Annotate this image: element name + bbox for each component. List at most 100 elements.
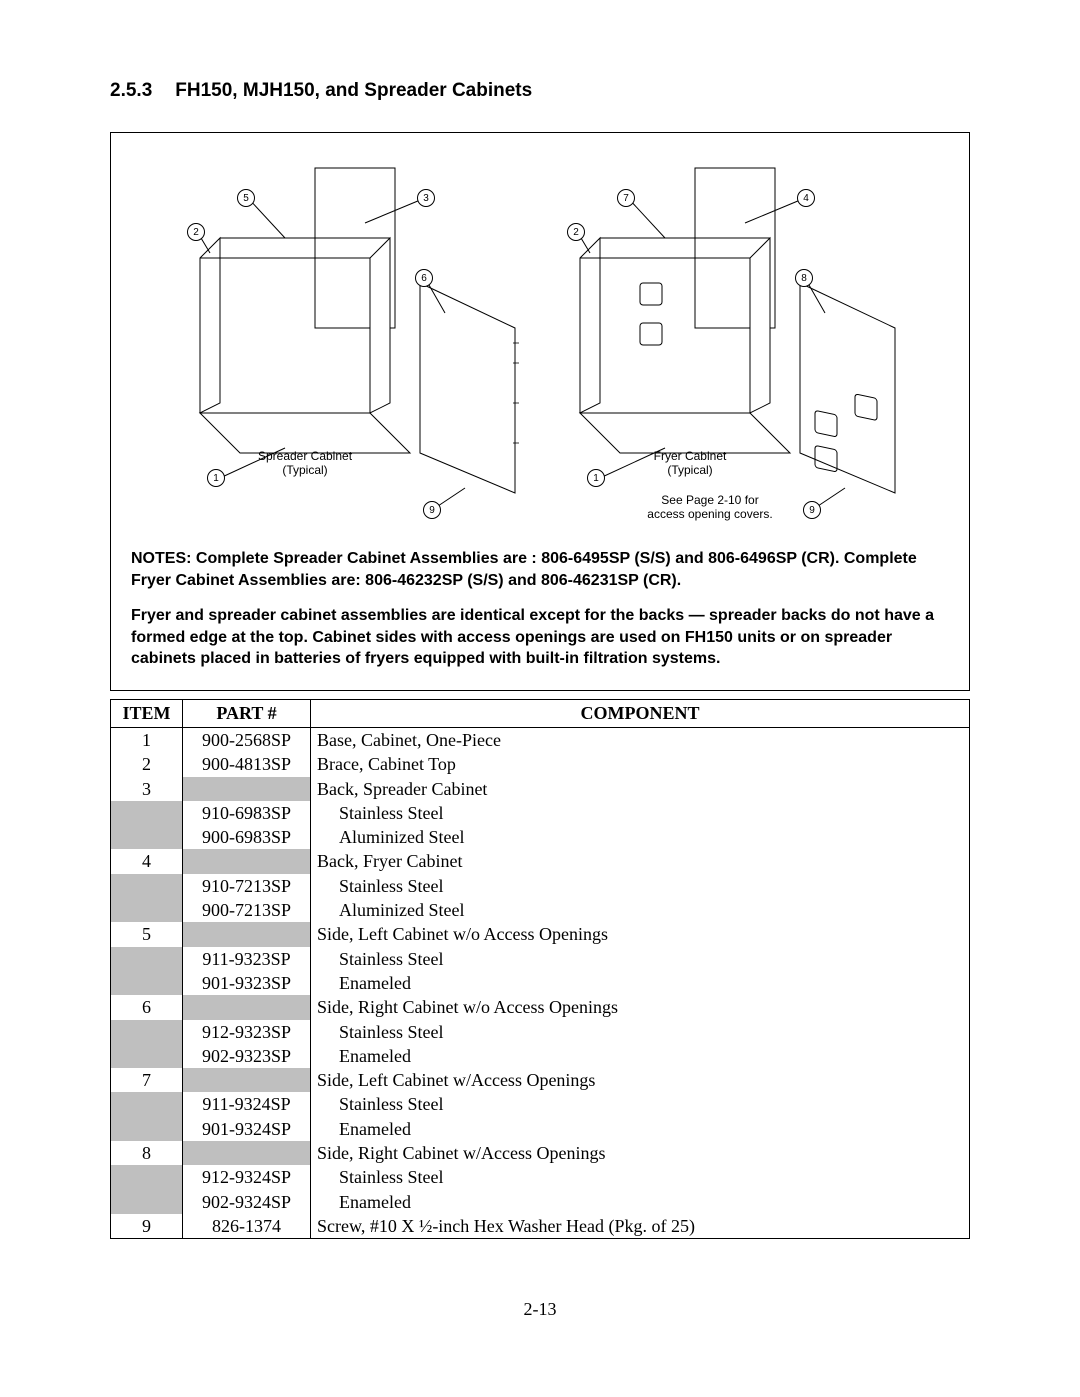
cell-component: Aluminized Steel [311,898,970,922]
table-row: 902-9323SPEnameled [111,1044,970,1068]
table-row: 2900-4813SPBrace, Cabinet Top [111,752,970,776]
callout-1r: 1 [587,469,605,487]
cell-part: 901-9324SP [183,1117,311,1141]
cell-item: 1 [111,727,183,752]
section-heading: 2.5.3 FH150, MJH150, and Spreader Cabine… [110,80,970,102]
parts-table: ITEM PART # COMPONENT 1900-2568SPBase, C… [110,699,970,1239]
th-component: COMPONENT [311,699,970,727]
cell-item [111,971,183,995]
figure-box: 5 3 2 6 1 9 Spreader Cabinet (Typical) [110,132,970,691]
cell-part: 910-7213SP [183,874,311,898]
callout-1: 1 [207,469,225,487]
callout-5: 5 [237,189,255,207]
callout-8: 8 [795,269,813,287]
cell-part: 912-9323SP [183,1020,311,1044]
cell-item: 5 [111,922,183,946]
table-row: 912-9323SPStainless Steel [111,1020,970,1044]
cell-item [111,1165,183,1189]
table-row: 1900-2568SPBase, Cabinet, One-Piece [111,727,970,752]
th-item: ITEM [111,699,183,727]
callout-3: 3 [417,189,435,207]
table-row: 911-9324SPStainless Steel [111,1092,970,1116]
table-header-row: ITEM PART # COMPONENT [111,699,970,727]
cell-component: Stainless Steel [311,1020,970,1044]
cell-part: 902-9323SP [183,1044,311,1068]
cell-component: Stainless Steel [311,1165,970,1189]
cell-part: 902-9324SP [183,1190,311,1214]
cell-part [183,922,311,946]
cell-component: Aluminized Steel [311,825,970,849]
fryer-diagram: 7 4 2 8 1 9 Fryer Cabinet (Typical) See … [545,153,915,523]
notes-block: NOTES: Complete Spreader Cabinet Assembl… [131,548,949,670]
cell-component: Side, Right Cabinet w/o Access Openings [311,995,970,1019]
cell-item [111,898,183,922]
table-row: 4 Back, Fryer Cabinet [111,849,970,873]
cell-item [111,1044,183,1068]
fryer-caption-l2: (Typical) [667,463,712,477]
cell-component: Brace, Cabinet Top [311,752,970,776]
table-row: 7Side, Left Cabinet w/Access Openings [111,1068,970,1092]
cell-part: 900-6983SP [183,825,311,849]
cell-component: Stainless Steel [311,874,970,898]
table-row: 910-6983SPStainless Steel [111,801,970,825]
cell-item [111,874,183,898]
table-row: 5Side, Left Cabinet w/o Access Openings [111,922,970,946]
access-note: See Page 2-10 for access opening covers. [625,493,795,522]
cell-component: Base, Cabinet, One-Piece [311,727,970,752]
cell-part: 901-9323SP [183,971,311,995]
notes-p1: NOTES: Complete Spreader Cabinet Assembl… [131,548,949,591]
cell-item [111,1190,183,1214]
table-row: 912-9324SPStainless Steel [111,1165,970,1189]
cell-part [183,1068,311,1092]
th-part: PART # [183,699,311,727]
callout-7: 7 [617,189,635,207]
cell-part: 900-4813SP [183,752,311,776]
page: 2.5.3 FH150, MJH150, and Spreader Cabine… [0,0,1080,1360]
table-row: 8Side, Right Cabinet w/Access Openings [111,1141,970,1165]
table-row: 902-9324SPEnameled [111,1190,970,1214]
cell-component: Screw, #10 X ½-inch Hex Washer Head (Pkg… [311,1214,970,1239]
table-row: 910-7213SPStainless Steel [111,874,970,898]
fryer-caption-l1: Fryer Cabinet [654,449,727,463]
cell-item [111,1117,183,1141]
access-note-l2: access opening covers. [647,507,772,521]
cell-item [111,947,183,971]
cell-component: Back, Spreader Cabinet [311,777,970,801]
cell-component: Enameled [311,1044,970,1068]
cell-component: Back, Fryer Cabinet [311,849,970,873]
table-row: 900-6983SPAluminized Steel [111,825,970,849]
cell-component: Side, Left Cabinet w/Access Openings [311,1068,970,1092]
cell-item: 8 [111,1141,183,1165]
cell-item [111,1020,183,1044]
table-row: 3 Back, Spreader Cabinet [111,777,970,801]
table-row: 9826-1374Screw, #10 X ½-inch Hex Washer … [111,1214,970,1239]
cell-part: 826-1374 [183,1214,311,1239]
cell-component: Stainless Steel [311,1092,970,1116]
cell-component: Stainless Steel [311,947,970,971]
table-row: 911-9323SPStainless Steel [111,947,970,971]
cell-part: 900-2568SP [183,727,311,752]
cell-item: 3 [111,777,183,801]
cell-item: 4 [111,849,183,873]
cell-part: 900-7213SP [183,898,311,922]
cell-part: 911-9323SP [183,947,311,971]
section-title: FH150, MJH150, and Spreader Cabinets [175,80,532,101]
cell-item: 9 [111,1214,183,1239]
callout-4: 4 [797,189,815,207]
table-row: 900-7213SPAluminized Steel [111,898,970,922]
cell-part: 911-9324SP [183,1092,311,1116]
diagrams-row: 5 3 2 6 1 9 Spreader Cabinet (Typical) [131,153,949,523]
cell-part: 910-6983SP [183,801,311,825]
callout-2: 2 [187,223,205,241]
callout-9r: 9 [803,501,821,519]
fryer-caption: Fryer Cabinet (Typical) [625,449,755,478]
cell-item: 6 [111,995,183,1019]
cell-part: 912-9324SP [183,1165,311,1189]
callout-2r: 2 [567,223,585,241]
cell-part [183,777,311,801]
section-number: 2.5.3 [110,80,170,102]
page-number: 2-13 [110,1299,970,1320]
cell-item [111,825,183,849]
table-row: 6 Side, Right Cabinet w/o Access Openings [111,995,970,1019]
cell-component: Stainless Steel [311,801,970,825]
